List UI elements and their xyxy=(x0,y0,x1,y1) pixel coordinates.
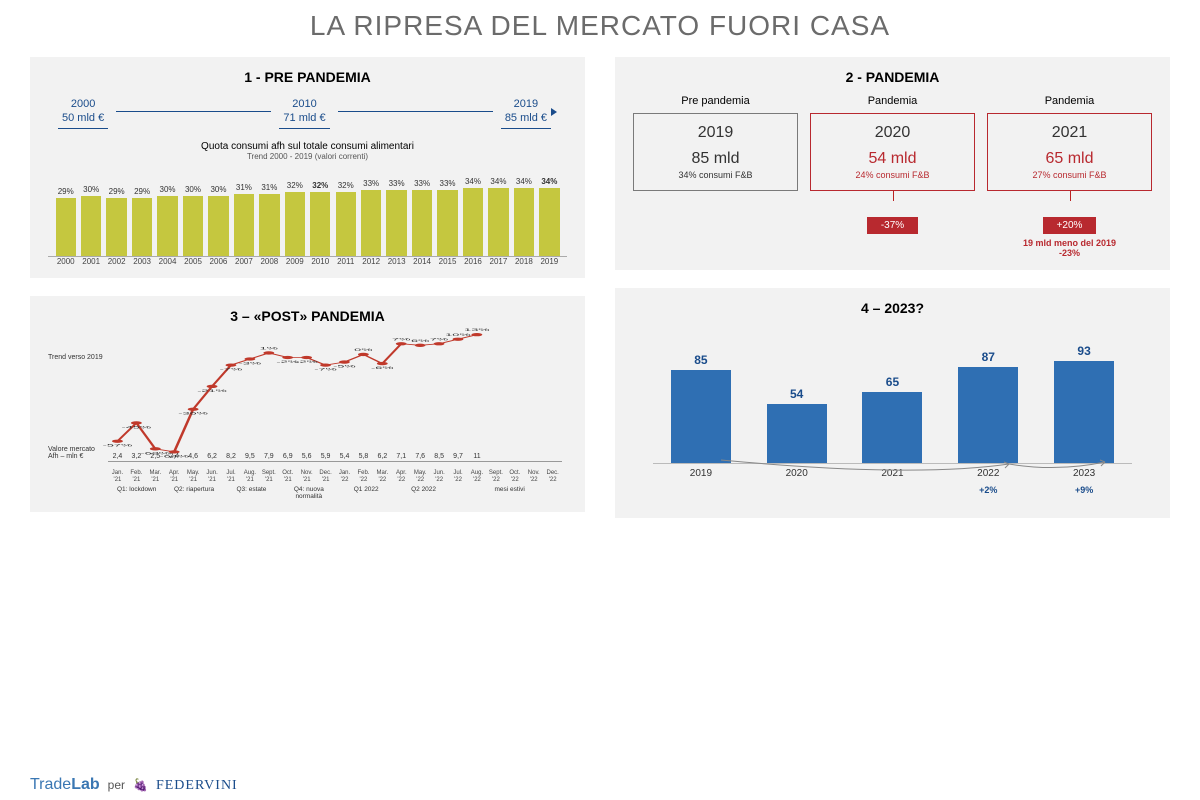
svg-text:-45%: -45% xyxy=(122,425,152,429)
chart4-bar: 65 xyxy=(862,375,922,464)
chart4: 8554658793 20192020202120222023 +2%+9% xyxy=(633,326,1152,506)
panel-pandemia: 2 - PANDEMIA Pre pandemia 2019 85 mld 34… xyxy=(615,57,1170,270)
panel1-title: 1 - PRE PANDEMIA xyxy=(48,69,567,85)
logo-tradelab: TradeLab xyxy=(30,776,100,794)
chart3: Trend verso 2019 Valore mercato Afh – ml… xyxy=(48,334,567,484)
chart1-bar: 30% xyxy=(180,185,205,256)
svg-text:-3%: -3% xyxy=(239,361,262,365)
milestones-row: 200050 mld € 201071 mld € 201985 mld € xyxy=(48,95,567,129)
chart1-bar: 34% xyxy=(537,177,562,256)
chart1-bar: 32% xyxy=(282,181,307,256)
chart4-bar: 85 xyxy=(671,353,731,464)
federvini-icon: 🍇 xyxy=(133,778,148,792)
panel2-title: 2 - PANDEMIA xyxy=(633,69,1152,85)
chart1-bar: 29% xyxy=(53,187,78,256)
svg-text:10%: 10% xyxy=(445,332,470,336)
chart1-bar: 30% xyxy=(206,185,231,256)
chart3-label-trend: Trend verso 2019 xyxy=(48,354,106,361)
chart3-label-value: Valore mercato Afh – mln € xyxy=(48,446,106,460)
chart1-bar: 32% xyxy=(333,181,358,256)
svg-text:-6%: -6% xyxy=(371,365,394,369)
svg-text:6%: 6% xyxy=(411,338,429,342)
pandemia-column: Pre pandemia 2019 85 mld 34% consumi F&B xyxy=(633,95,798,258)
svg-text:7%: 7% xyxy=(430,337,448,341)
chart1-bar: 29% xyxy=(129,187,154,256)
footer-per: per xyxy=(108,778,125,792)
milestone-box: 200050 mld € xyxy=(58,95,108,129)
panel4-title: 4 – 2023? xyxy=(633,300,1152,316)
chart1-bar: 31% xyxy=(257,183,282,256)
logo-tradelab-b: Lab xyxy=(71,776,99,793)
chart1-bar: 29% xyxy=(104,187,129,256)
svg-text:-21%: -21% xyxy=(197,388,227,392)
chart1-bar: 33% xyxy=(435,179,460,256)
chart1-bar: 33% xyxy=(409,179,434,256)
pandemia-column: Pandemia 2020 54 mld 24% consumi F&B -37… xyxy=(810,95,975,258)
pandemia-column: Pandemia 2021 65 mld 27% consumi F&B +20… xyxy=(987,95,1152,258)
chart4-bar: 93 xyxy=(1054,344,1114,463)
panel-pre-pandemia: 1 - PRE PANDEMIA 200050 mld € 201071 mld … xyxy=(30,57,585,278)
panel-post-pandemia: 3 – «POST» PANDEMIA Trend verso 2019 Val… xyxy=(30,296,585,512)
chart1-bar: 31% xyxy=(231,183,256,256)
chart1-x-axis: 2000200120022003200420052006200720082009… xyxy=(48,257,567,266)
chart1-bar: 33% xyxy=(384,179,409,256)
chart1-bar: 30% xyxy=(155,185,180,256)
svg-text:-7%: -7% xyxy=(220,367,243,371)
svg-text:-57%: -57% xyxy=(103,443,133,447)
logo-tradelab-a: Trade xyxy=(30,776,71,793)
chart1-bar: 32% xyxy=(308,181,333,256)
svg-text:1%: 1% xyxy=(260,346,278,350)
svg-text:0%: 0% xyxy=(354,347,372,351)
svg-text:-36%: -36% xyxy=(178,411,208,415)
panel-2023: 4 – 2023? 8554658793 2019202020212022202… xyxy=(615,288,1170,518)
chart1-bar: 34% xyxy=(486,177,511,256)
svg-text:-5%: -5% xyxy=(333,364,356,368)
svg-text:-2%: -2% xyxy=(295,359,318,363)
page-title: LA RIPRESA DEL MERCATO FUORI CASA xyxy=(30,10,1170,42)
chart4-bar: 54 xyxy=(767,387,827,463)
svg-text:7%: 7% xyxy=(392,337,410,341)
logo-federvini: FEDERVINI xyxy=(156,778,238,794)
footer: TradeLab per 🍇 FEDERVINI xyxy=(30,776,238,794)
panel3-title: 3 – «POST» PANDEMIA xyxy=(48,308,567,324)
panel1-subtitle: Quota consumi afh sul totale consumi ali… xyxy=(48,141,567,152)
chart1-bar: 34% xyxy=(460,177,485,256)
chart1-bar: 33% xyxy=(358,179,383,256)
milestone-box: 201985 mld € xyxy=(501,95,551,129)
chart4-arrows xyxy=(673,458,1153,476)
chart1-bars: 29%30%29%29%30%30%30%31%31%32%32%32%33%3… xyxy=(48,167,567,257)
chart4-bar: 87 xyxy=(958,350,1018,463)
chart1-bar: 30% xyxy=(78,185,103,256)
svg-text:13%: 13% xyxy=(464,328,489,332)
panel1-subnote: Trend 2000 - 2019 (valori correnti) xyxy=(48,152,567,161)
milestone-box: 201071 mld € xyxy=(279,95,329,129)
svg-text:-64%: -64% xyxy=(159,454,189,458)
chart1-bar: 34% xyxy=(511,177,536,256)
